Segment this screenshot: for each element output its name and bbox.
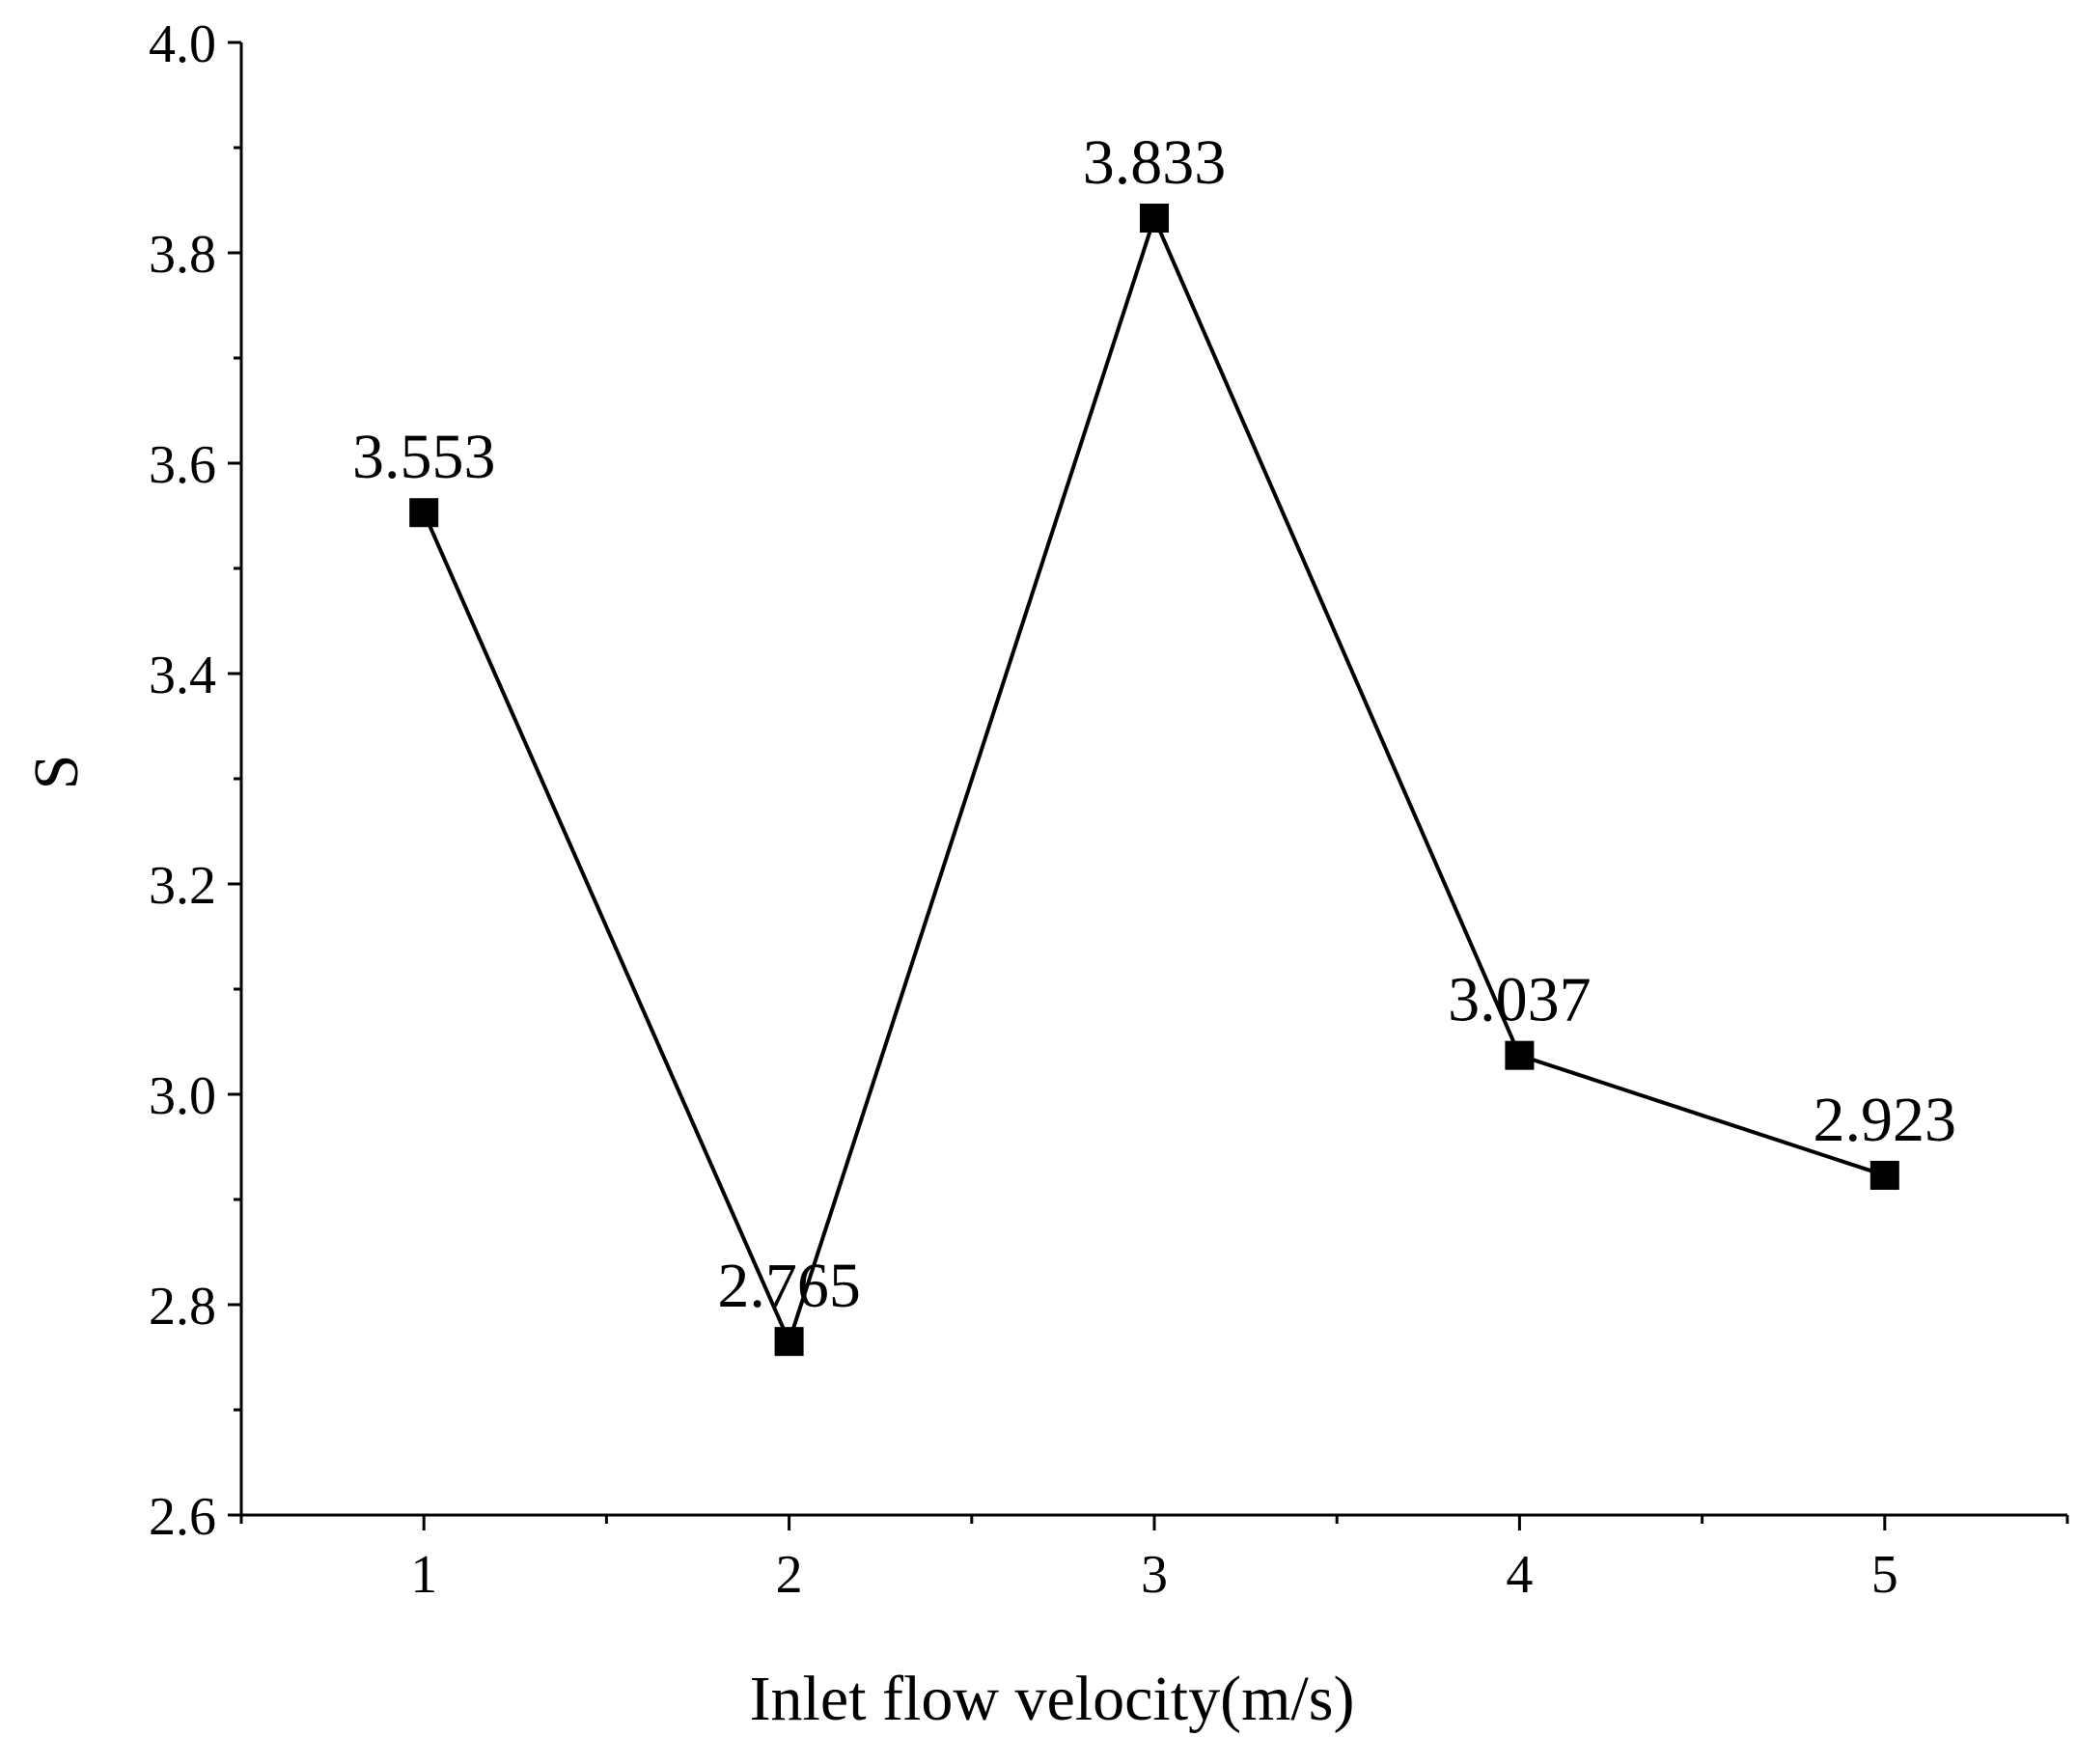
data-label: 2.765 <box>717 1251 861 1321</box>
x-axis-title: Inlet flow velocity(m/s) <box>750 1664 1355 1734</box>
data-label: 2.923 <box>1814 1085 1957 1155</box>
y-tick-label: 2.6 <box>149 1487 216 1547</box>
data-point-marker <box>774 1327 804 1357</box>
y-axis-title: S <box>21 755 92 790</box>
y-tick-label: 3.8 <box>149 225 216 285</box>
x-tick-label: 5 <box>1871 1545 1898 1605</box>
axes <box>239 42 2067 1517</box>
y-tick-label: 3.2 <box>149 856 216 916</box>
x-tick-label: 3 <box>1141 1545 1168 1605</box>
y-tick-label: 3.6 <box>149 435 216 495</box>
data-label: 3.833 <box>1083 127 1227 198</box>
data-point-marker <box>1505 1040 1535 1070</box>
ticks: 2.6 2.8 3.0 3.2 3.4 3.6 3.8 4.0 1 2 3 4 5 <box>149 14 2069 1605</box>
data-label: 3.037 <box>1448 965 1592 1035</box>
data-point-marker <box>409 498 439 528</box>
y-tick-label: 3.4 <box>149 646 216 705</box>
data-point-marker <box>1869 1160 1899 1190</box>
data-labels: 3.553 2.765 3.833 3.037 2.923 <box>352 127 1956 1321</box>
series <box>409 204 1899 1357</box>
series-line <box>422 212 1886 1347</box>
x-tick-label: 4 <box>1506 1545 1533 1605</box>
y-tick-label: 2.8 <box>149 1277 216 1337</box>
y-tick-label: 4.0 <box>149 14 216 74</box>
y-tick-label: 3.0 <box>149 1066 216 1126</box>
data-point-marker <box>1140 204 1169 234</box>
x-tick-label: 2 <box>776 1545 803 1605</box>
x-tick-label: 1 <box>410 1545 437 1605</box>
data-label: 3.553 <box>352 422 496 492</box>
